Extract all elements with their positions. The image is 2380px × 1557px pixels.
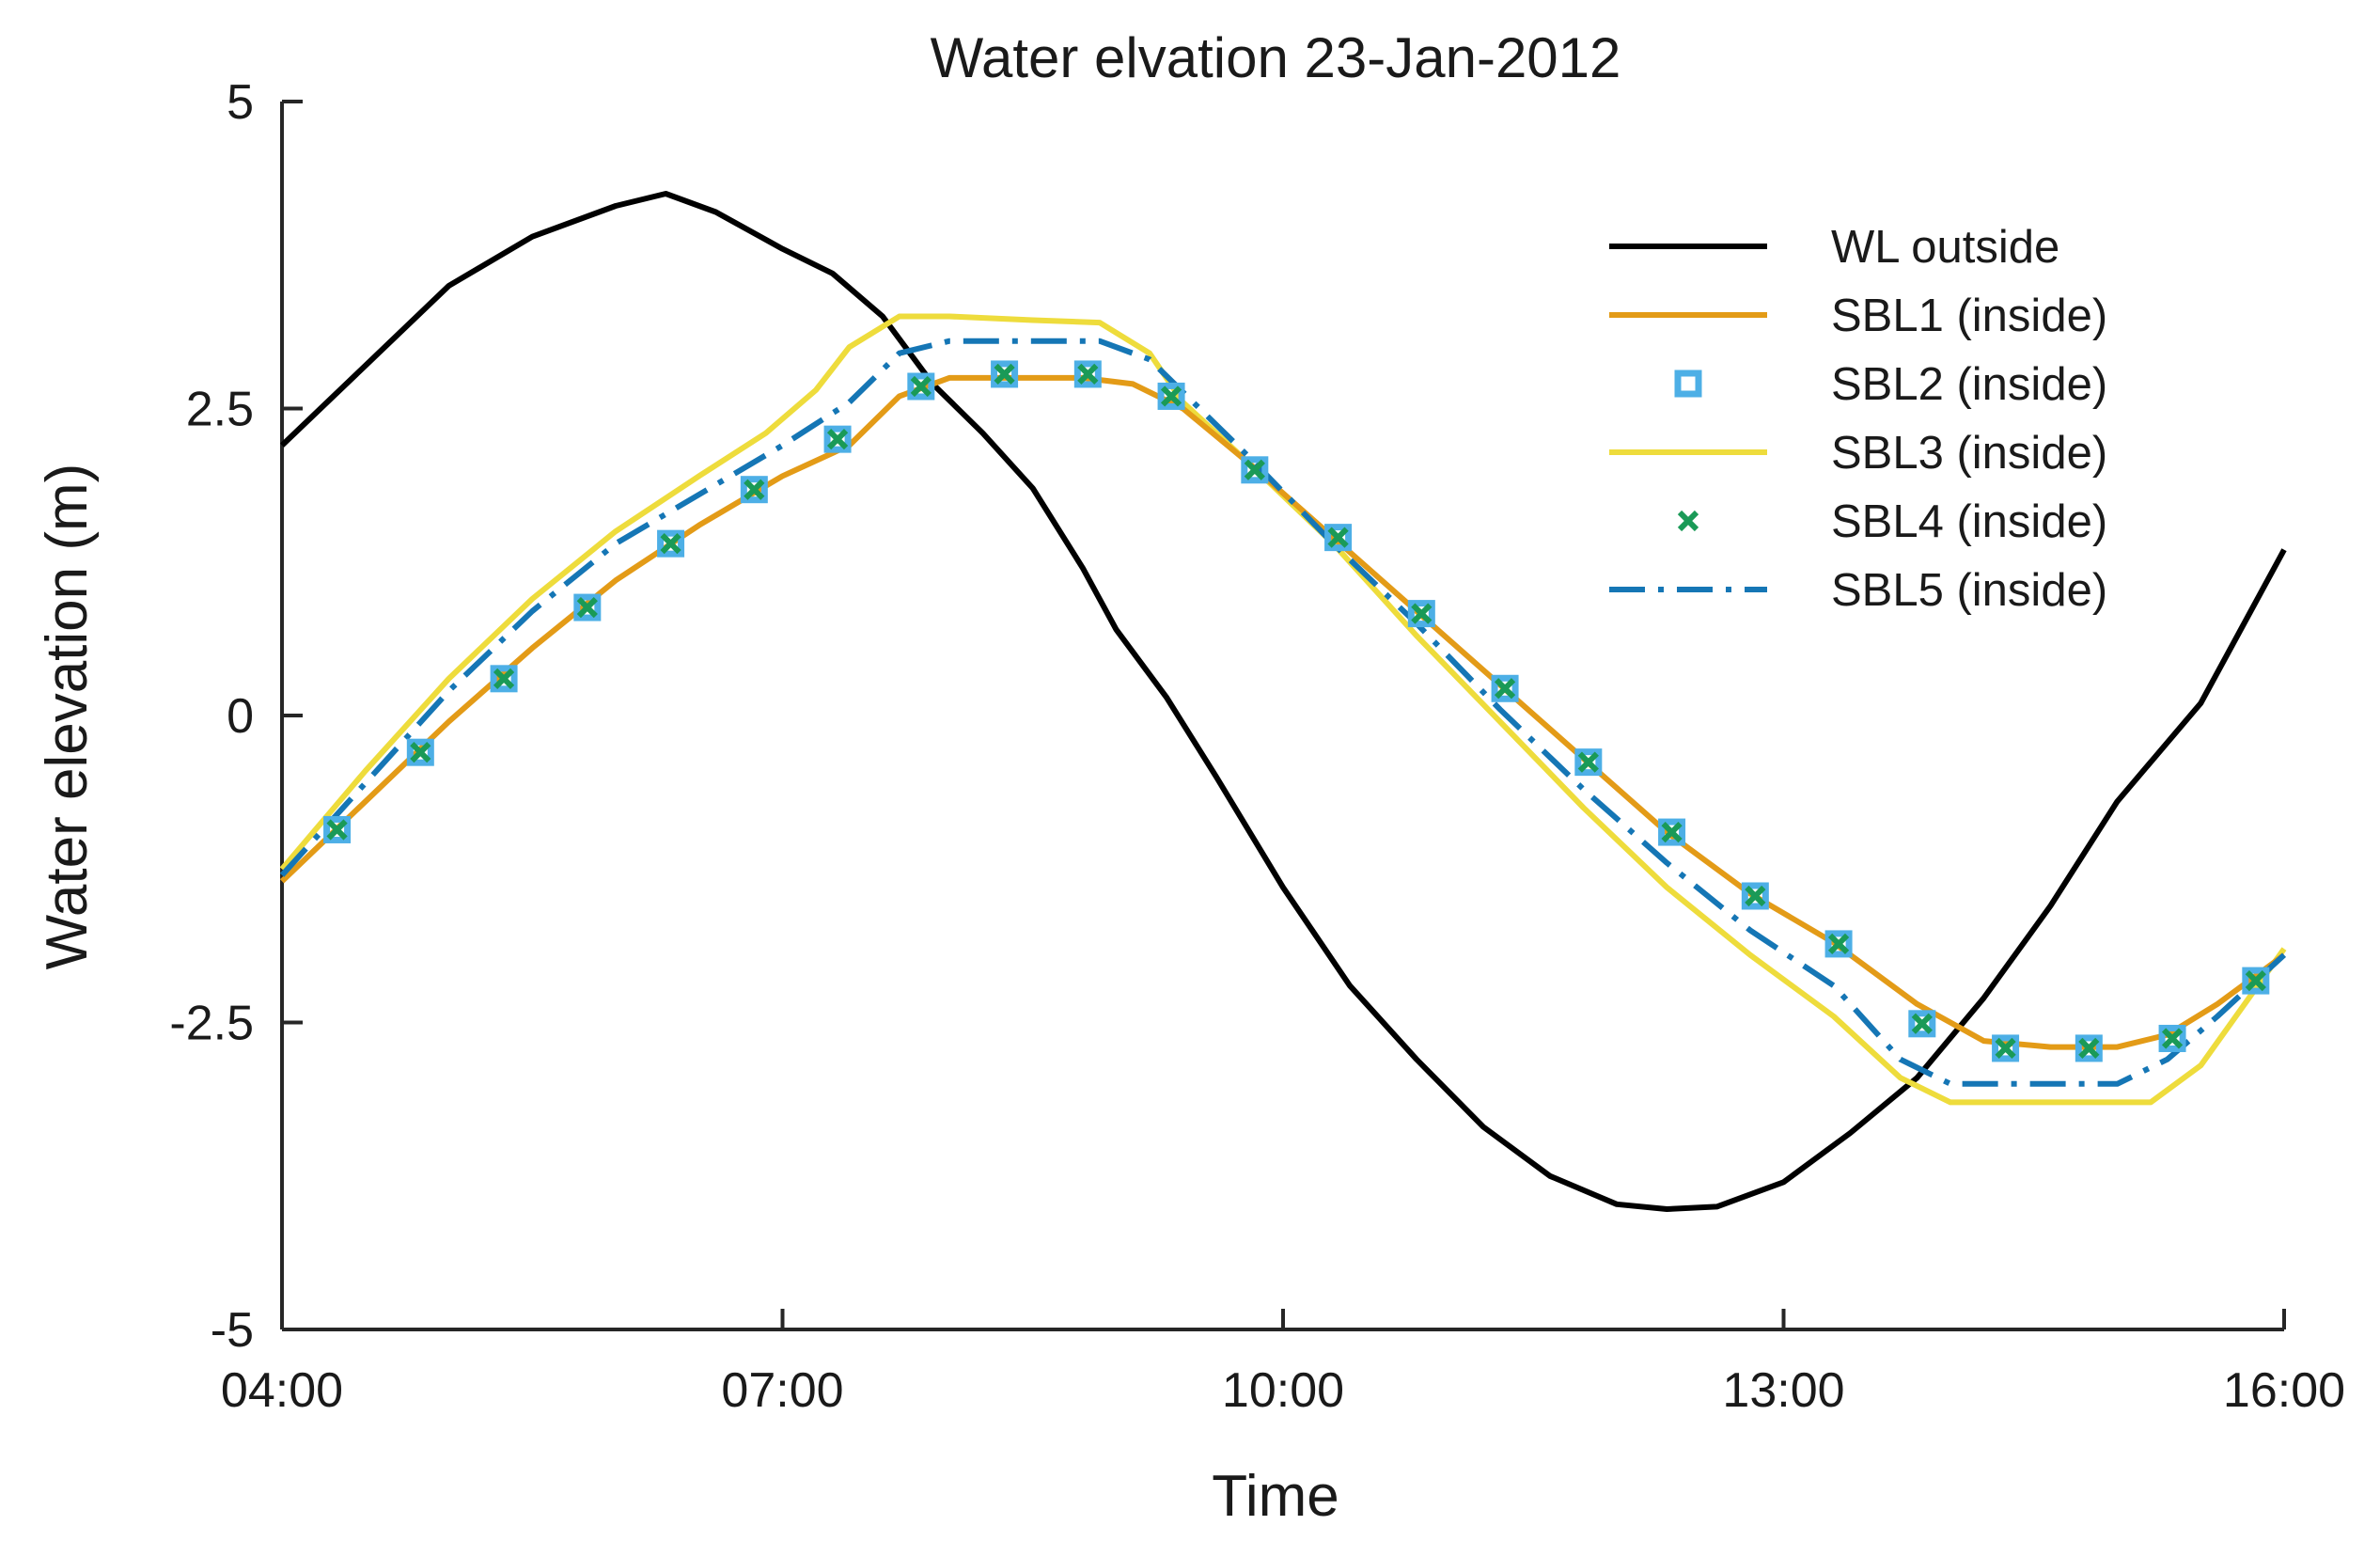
data-point-x <box>2245 969 2266 992</box>
legend-label: SBL2 (inside) <box>1831 359 2107 410</box>
data-point-x <box>1077 363 1099 385</box>
data-point-square <box>1073 360 1102 388</box>
x-axis-label: Time <box>1212 1464 1339 1529</box>
x-tick-label: 07:00 <box>721 1363 843 1418</box>
data-point-x <box>1745 885 1766 907</box>
data-point-square <box>823 425 852 453</box>
data-point-x <box>1244 459 1265 480</box>
legend-entry-wl-outside: WL outside <box>1609 222 2059 273</box>
data-point-square <box>1824 930 1853 958</box>
y-tick-label: -2.5 <box>169 997 254 1051</box>
data-point-x <box>826 429 849 450</box>
legend-label: SBL4 (inside) <box>1831 496 2107 547</box>
legend-entry-sbl1-inside: SBL1 (inside) <box>1609 291 2107 341</box>
data-point-x <box>1577 751 1599 773</box>
y-tick-label: -5 <box>211 1303 254 1358</box>
data-point-square <box>2075 1034 2103 1062</box>
data-point-x <box>1827 933 1850 955</box>
series-markers-sbl2-inside <box>323 360 2270 1062</box>
legend-entry-sbl3-inside: SBL3 (inside) <box>1609 428 2107 479</box>
x-tick-label: 13:00 <box>1722 1363 1844 1418</box>
data-point-x <box>576 596 598 619</box>
data-point-square <box>657 529 685 558</box>
data-point-square <box>1908 1010 1936 1038</box>
data-point-square <box>573 593 602 621</box>
legend-entry-sbl4-inside: SBL4 (inside) <box>1677 496 2107 547</box>
legend-swatch <box>1677 510 1699 532</box>
data-point-x <box>410 742 431 763</box>
data-point-x <box>2078 1037 2100 1060</box>
data-point-square <box>907 372 935 401</box>
legend-swatch <box>1674 370 1702 398</box>
y-axis-label: Water elevation (m) <box>35 464 100 970</box>
chart-title: Water elvation 23-Jan-2012 <box>931 26 1621 89</box>
data-point-x <box>660 533 681 555</box>
x-tick-label: 04:00 <box>221 1363 343 1418</box>
data-point-square <box>1157 382 1185 410</box>
x-tick-label: 10:00 <box>1222 1363 1344 1418</box>
data-point-x <box>1911 1013 1933 1034</box>
x-tick-label: 16:00 <box>2223 1363 2345 1418</box>
legend-entry-sbl2-inside: SBL2 (inside) <box>1674 359 2107 410</box>
data-point-square <box>740 476 768 504</box>
data-point-x <box>994 363 1015 385</box>
data-point-x <box>326 819 348 841</box>
series-markers-sbl4-inside <box>326 363 2266 1060</box>
y-tick-label: 5 <box>227 75 254 130</box>
y-tick-label: 0 <box>227 689 254 744</box>
plot-series <box>279 191 2287 1212</box>
series-line-wl-outside <box>279 191 2287 1212</box>
y-tick-label: 2.5 <box>186 383 254 437</box>
data-point-square <box>406 738 434 766</box>
legend-label: SBL5 (inside) <box>1831 565 2107 616</box>
data-point-x <box>1160 385 1182 407</box>
data-point-square <box>1407 600 1435 628</box>
data-point-x <box>2161 1028 2184 1049</box>
data-point-x <box>1411 603 1433 624</box>
data-point-square <box>1741 882 1769 910</box>
data-point-x <box>744 479 765 500</box>
data-point-square <box>991 360 1019 388</box>
data-point-square <box>2158 1024 2186 1052</box>
data-point-x <box>493 668 515 689</box>
axes: 5 2.5 0 -2.5 -504:00 07:00 10:00 13:00 16:00 <box>169 75 2345 1418</box>
legend-entry-sbl5-inside: SBL5 (inside) <box>1609 565 2107 616</box>
data-point-x <box>910 375 932 398</box>
data-point-square <box>1491 674 1519 702</box>
data-point-square <box>2242 967 2270 995</box>
data-point-square <box>1241 456 1269 484</box>
data-point-square <box>1574 748 1603 777</box>
legend: WL outside SBL1 (inside) SBL2 (inside) SBL3… <box>1609 222 2107 616</box>
data-point-square <box>1324 524 1353 552</box>
series-line-sbl5-inside <box>279 338 2287 1087</box>
legend-label: SBL1 (inside) <box>1831 291 2107 341</box>
legend-label: SBL3 (inside) <box>1831 428 2107 479</box>
data-point-x <box>1995 1037 2016 1060</box>
data-point-x <box>1327 527 1349 548</box>
data-point-square <box>1992 1034 2020 1062</box>
data-point-square <box>323 815 352 843</box>
data-point-square <box>490 665 518 693</box>
data-point-x <box>1494 678 1516 700</box>
data-point-square <box>1658 818 1686 846</box>
data-point-x <box>1661 821 1683 843</box>
legend-label: WL outside <box>1831 222 2059 273</box>
